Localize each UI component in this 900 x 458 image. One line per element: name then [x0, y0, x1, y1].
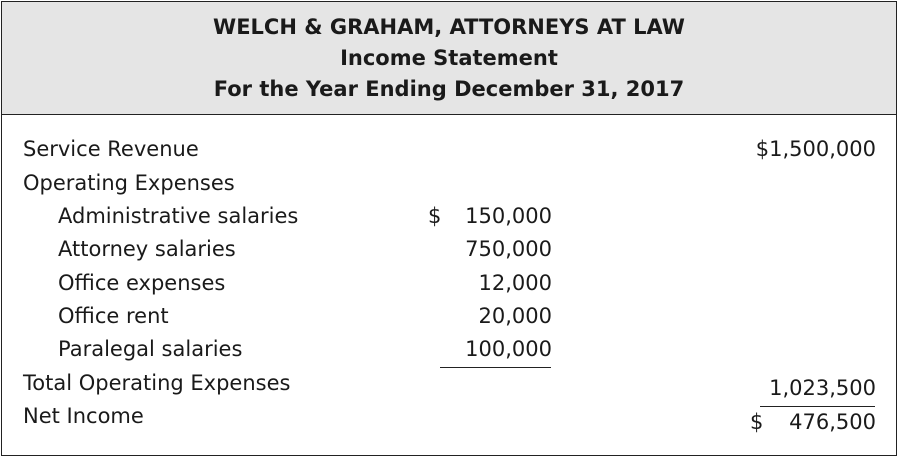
net-income-amount: 476,500: [789, 410, 876, 434]
expense-row: Administrative salaries $ 150,000: [2, 201, 896, 231]
expense-label: Attorney salaries: [58, 237, 236, 261]
net-income-row: Net Income: [2, 401, 896, 431]
expense-amount: 750,000: [465, 237, 552, 261]
expense-label: Paralegal salaries: [58, 337, 243, 361]
expense-label: Office expenses: [58, 271, 226, 295]
statement-title: Income Statement: [340, 46, 558, 70]
company-name: WELCH & GRAHAM, ATTORNEYS AT LAW: [213, 15, 685, 39]
subtotal-underline: [440, 367, 551, 368]
net-income-label: Net Income: [23, 404, 144, 428]
currency-symbol: $: [428, 204, 442, 228]
expense-row: Office rent 20,000: [2, 301, 896, 331]
total-underline: [760, 406, 875, 407]
expense-amount: 12,000: [478, 271, 552, 295]
expense-label: Office rent: [58, 304, 169, 328]
total-operating-expenses-label: Total Operating Expenses: [23, 371, 291, 395]
expense-amount: 20,000: [478, 304, 552, 328]
statement-period: For the Year Ending December 31, 2017: [213, 77, 685, 101]
service-revenue-amount: $1,500,000: [755, 137, 876, 161]
service-revenue-label: Service Revenue: [23, 137, 199, 161]
total-operating-expenses-row: Total Operating Expenses: [2, 368, 896, 398]
statement-header: WELCH & GRAHAM, ATTORNEYS AT LAW Income …: [2, 2, 896, 115]
expense-amount: 100,000: [465, 337, 552, 361]
expense-row: Paralegal salaries 100,000: [2, 334, 896, 364]
currency-symbol: $: [750, 410, 764, 434]
total-operating-expenses-amount: 1,023,500: [769, 376, 876, 400]
expense-row: Office expenses 12,000: [2, 268, 896, 298]
expense-row: Attorney salaries 750,000: [2, 234, 896, 264]
operating-expenses-heading-row: Operating Expenses: [2, 168, 896, 198]
expense-amount: 150,000: [465, 204, 552, 228]
operating-expenses-heading: Operating Expenses: [23, 171, 235, 195]
expense-label: Administrative salaries: [58, 204, 299, 228]
service-revenue-row: Service Revenue $1,500,000: [2, 134, 896, 164]
